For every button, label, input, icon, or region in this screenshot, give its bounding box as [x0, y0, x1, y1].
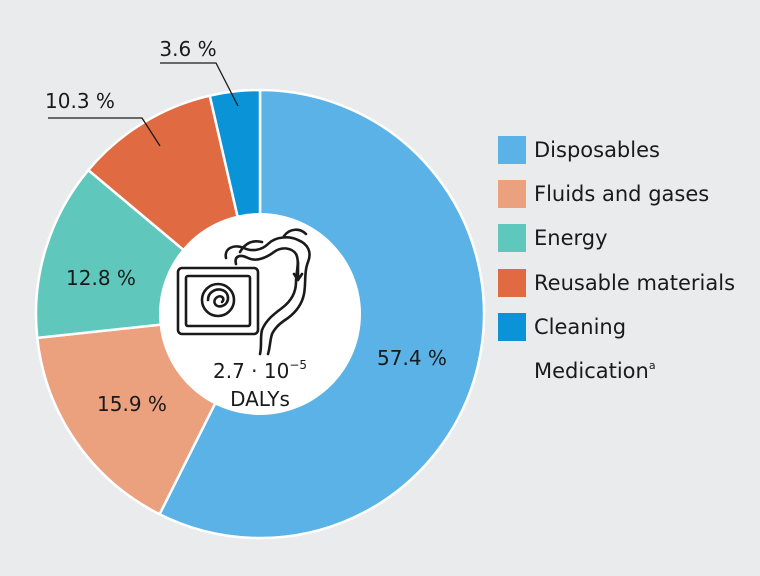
slice-label-reusable-materials: 10.3 % [45, 89, 115, 113]
legend-item: Energy [498, 216, 735, 260]
legend-swatch [498, 268, 526, 297]
legend-swatch [498, 224, 526, 253]
legend-label: Cleaning [534, 314, 627, 339]
legend-footnote-mark: a [648, 359, 656, 373]
legend-swatch [498, 136, 526, 165]
legend-item: Medicationa [498, 349, 735, 393]
slice-label-cleaning: 3.6 % [159, 37, 216, 61]
legend-swatch [498, 312, 526, 341]
center-value: 2.7 · 10−5 [213, 358, 307, 383]
legend-label: Reusable materials [534, 270, 736, 295]
donut-center [159, 213, 361, 415]
leader-line [160, 62, 239, 107]
slice-label-fluids-and-gases: 15.9 % [97, 392, 167, 416]
legend-swatch [498, 180, 526, 209]
slice-label-disposables: 57.4 % [377, 346, 447, 370]
leader-line [48, 117, 161, 147]
legend-label: Medicationa [534, 359, 656, 384]
legend-spacer [498, 357, 526, 385]
legend-label: Fluids and gases [534, 182, 710, 207]
center-unit: DALYs [230, 387, 290, 411]
colonoscopy-monitor-and-colon-icon [176, 228, 311, 356]
legend: Disposables Fluids and gases Energy Reusabl… [498, 128, 735, 393]
slice-label-energy: 12.8 % [66, 266, 136, 290]
legend-item: Fluids and gases [498, 172, 735, 216]
legend-item: Disposables [498, 128, 735, 172]
legend-item: Cleaning [498, 305, 735, 349]
legend-label: Disposables [534, 138, 660, 163]
legend-label: Energy [534, 226, 608, 251]
legend-item: Reusable materials [498, 261, 735, 305]
